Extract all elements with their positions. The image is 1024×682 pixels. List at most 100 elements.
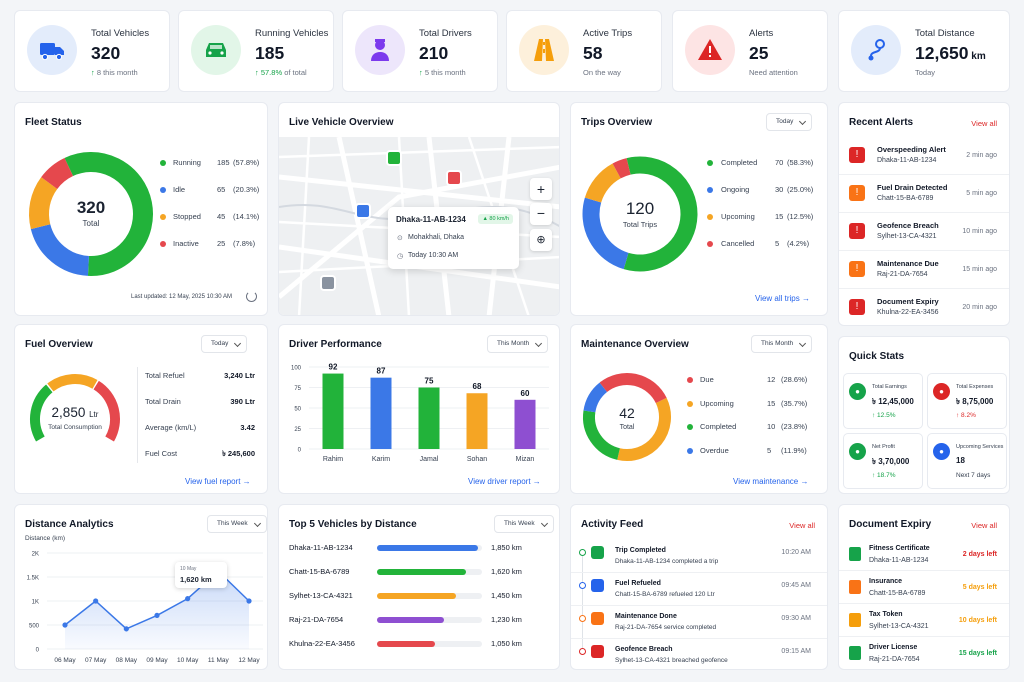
bar-value-label: 1,850 km — [491, 543, 522, 552]
legend-item: Upcoming 15 (12.5%) — [707, 212, 825, 224]
document-title: Fitness Certificate — [869, 545, 930, 552]
activity-item[interactable]: Trip Completed Dhaka-11-AB-1234 completed… — [571, 541, 827, 573]
vehicle-marker-green[interactable] — [386, 150, 402, 166]
document-item[interactable]: Insurance Chatt-15-BA-6789 5 days left — [839, 572, 1009, 604]
donut-segment[interactable] — [583, 382, 608, 413]
kpi-card[interactable]: Total Drivers 210 ↑ 5 this month — [342, 10, 498, 92]
x-tick-label: 11 May — [208, 657, 230, 664]
view-fuel-report-link[interactable]: View fuel report → — [185, 477, 251, 486]
docs-view-all-link[interactable]: View all — [971, 521, 997, 530]
distance-filter-select[interactable]: This Week — [207, 515, 267, 533]
donut-segment[interactable] — [30, 223, 90, 276]
vehicle-marker-red[interactable] — [446, 170, 462, 186]
bar[interactable] — [418, 387, 440, 450]
bar[interactable] — [377, 569, 466, 575]
refresh-icon[interactable] — [246, 291, 257, 302]
trips-overview-card: Trips Overview Today 120 Total Trips Com… — [570, 102, 828, 316]
trips-filter-select[interactable]: Today — [766, 113, 813, 131]
donut-segment[interactable] — [599, 373, 667, 404]
view-all-trips-link[interactable]: View all trips → — [755, 294, 810, 303]
warning-icon: ! — [849, 147, 865, 163]
activity-view-all-link[interactable]: View all — [789, 521, 815, 530]
bar[interactable] — [377, 593, 457, 599]
activity-item[interactable]: Fuel Refueled Chatt-15-BA-6789 refueled 1… — [571, 574, 827, 606]
donut-segment[interactable] — [64, 152, 153, 276]
document-item[interactable]: Fitness Certificate Dhaka-11-AB-1234 2 day… — [839, 539, 1009, 571]
donut-segment[interactable] — [623, 156, 698, 272]
quick-stats-title: Quick Stats — [849, 351, 905, 362]
document-icon — [849, 646, 861, 660]
driver-filter-select[interactable]: This Month — [487, 335, 549, 353]
quick-stat-box[interactable]: ● Total Earnings ৳ 12,45,000 ↑ 12.5% — [843, 373, 923, 429]
vehicle-marker-gray[interactable] — [320, 275, 336, 291]
bar[interactable] — [377, 641, 435, 647]
zoom-out-button[interactable]: − — [530, 203, 552, 225]
donut-segment[interactable] — [29, 177, 58, 230]
timeline-dot — [579, 582, 586, 589]
bar[interactable] — [322, 373, 344, 449]
locate-icon[interactable]: ⊕ — [530, 229, 552, 251]
activity-item[interactable]: Geofence Breach Sylhet-13-CA-4321 breache… — [571, 640, 827, 672]
fuel-filter-select[interactable]: Today — [201, 335, 248, 353]
kpi-title: Total Vehicles — [91, 28, 150, 39]
timeline-dot — [579, 615, 586, 622]
alerts-view-all-link[interactable]: View all — [971, 119, 997, 128]
data-point[interactable] — [93, 598, 99, 604]
legend-name: Ongoing — [721, 185, 750, 194]
quick-stat-box[interactable]: ● Net Profit ৳ 3,70,000 ↑ 18.7% — [843, 433, 923, 489]
alert-item[interactable]: ! Overspeeding Alert Dhaka-11-AB-1234 2 min… — [839, 139, 1009, 175]
bar[interactable] — [377, 545, 479, 551]
quick-stat-value: ৳ 12,45,000 — [872, 397, 914, 406]
warning-icon — [685, 25, 735, 75]
zoom-in-button[interactable]: + — [530, 178, 552, 200]
days-left: 2 days left — [962, 551, 997, 558]
top5-filter-select[interactable]: This Week — [494, 515, 554, 533]
legend-count: 15 — [767, 398, 776, 408]
bar[interactable] — [377, 617, 445, 623]
bar-value-label: 1,620 km — [491, 567, 522, 576]
quick-stat-box[interactable]: ● Total Expenses ৳ 8,75,000 ↑ 8.2% — [927, 373, 1007, 429]
donut-segment[interactable] — [41, 157, 74, 190]
view-driver-report-link[interactable]: View driver report → — [468, 477, 541, 486]
kpi-card[interactable]: Running Vehicles 185 ↑ 57.8% of total — [178, 10, 334, 92]
bar[interactable] — [370, 377, 392, 449]
bar[interactable] — [466, 393, 488, 449]
tooltip-value: 1,620 km — [180, 575, 212, 584]
document-item[interactable]: Driver License Raj-21-DA-7654 15 days left — [839, 638, 1009, 670]
alert-item[interactable]: ! Fuel Drain Detected Chatt-15-BA-6789 5 mi… — [839, 177, 1009, 213]
donut-segment[interactable] — [612, 158, 631, 179]
donut-segment[interactable] — [584, 163, 622, 203]
kpi-card[interactable]: Total Distance 12,650 km Today — [838, 10, 1010, 92]
alert-item[interactable]: ! Document Expiry Khulna-22-EA-3456 20 min … — [839, 291, 1009, 327]
legend-pct: (28.6%) — [781, 375, 808, 384]
bar-value-label: 87 — [377, 367, 386, 376]
activity-item[interactable]: Maintenance Done Raj-21-DA-7654 service c… — [571, 607, 827, 639]
donut-segment[interactable] — [582, 197, 629, 270]
data-point[interactable] — [185, 596, 191, 602]
kpi-card[interactable]: Active Trips 58 On the way — [506, 10, 662, 92]
document-item[interactable]: Tax Token Sylhet-13-CA-4321 10 days left — [839, 605, 1009, 637]
bar[interactable] — [514, 399, 536, 449]
alert-item[interactable]: ! Geofence Breach Sylhet-13-CA-4321 10 min … — [839, 215, 1009, 251]
y-tick-label: 100 — [291, 366, 302, 372]
legend-item: Running 185 (57.8%) — [160, 158, 265, 170]
kpi-card[interactable]: Alerts 25 Need attention — [672, 10, 828, 92]
gauge-segment — [93, 380, 120, 442]
view-maintenance-link[interactable]: View maintenance → — [733, 477, 809, 486]
kpi-card[interactable]: Total Vehicles 320 ↑ 8 this month — [14, 10, 170, 92]
donut-segment[interactable] — [583, 410, 621, 460]
legend-name: Upcoming — [700, 398, 734, 408]
data-point[interactable] — [154, 612, 160, 618]
quick-stat-value: ৳ 8,75,000 — [956, 397, 994, 406]
donut-segment[interactable] — [617, 397, 671, 461]
maintenance-filter-select[interactable]: This Month — [751, 335, 813, 353]
data-point[interactable] — [246, 598, 252, 604]
alert-item[interactable]: ! Maintenance Due Raj-21-DA-7654 15 min ago — [839, 253, 1009, 289]
vehicle-marker-blue[interactable] — [355, 203, 371, 219]
y-tick-label: 50 — [294, 407, 301, 413]
data-point[interactable] — [123, 626, 129, 632]
data-point[interactable] — [62, 622, 68, 628]
driver-title: Driver Performance — [289, 339, 382, 350]
document-expiry-card: Document Expiry View all Fitness Certifi… — [838, 504, 1010, 670]
quick-stat-box[interactable]: ● Upcoming Services 18 Next 7 days — [927, 433, 1007, 489]
